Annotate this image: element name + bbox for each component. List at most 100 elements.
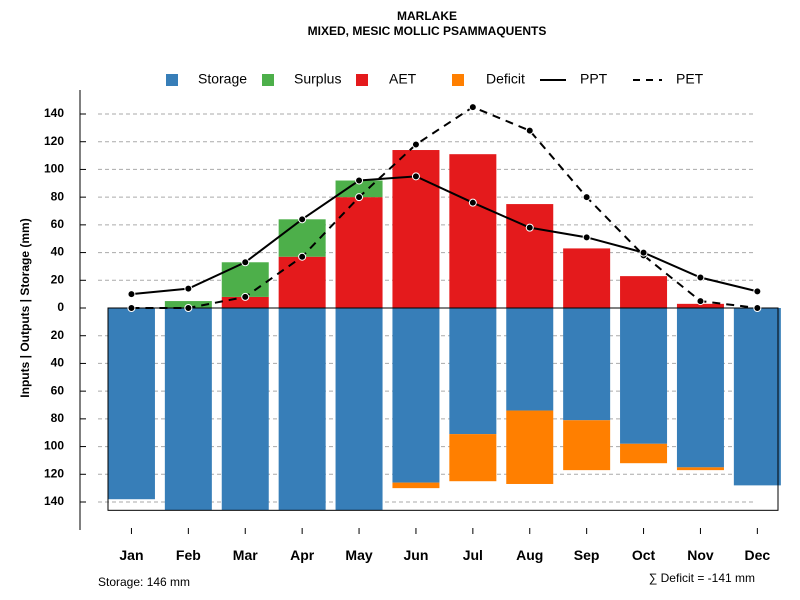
pet-point <box>127 304 136 312</box>
storage-bar-jun <box>392 308 440 483</box>
y-tick-label: 120 <box>44 466 64 480</box>
x-tick-label-feb: Feb <box>176 547 201 563</box>
pet-point <box>411 140 420 149</box>
lines <box>127 103 762 312</box>
storage-note: Storage: 146 mm <box>98 575 190 589</box>
deficit-bar-nov <box>676 467 724 471</box>
legend: Storage Surplus AET Deficit PPT PET <box>166 71 704 87</box>
aet-bar-apr <box>278 256 326 308</box>
pet-line <box>131 105 758 309</box>
y-tick-label: 140 <box>44 106 64 120</box>
y-axis: 140 120 100 80 60 40 20 0 20 40 60 80 100 120 140 <box>44 90 86 530</box>
storage-bar-jul <box>449 308 497 435</box>
x-tick-label-nov: Nov <box>687 547 714 563</box>
y-tick-label: 20 <box>51 328 65 342</box>
pet-point <box>525 126 534 135</box>
pet-point <box>696 297 705 306</box>
legend-label-ppt: PPT <box>580 71 608 87</box>
ppt-point <box>525 223 534 232</box>
x-tick-label-may: May <box>345 547 372 563</box>
deficit-bar-jul <box>449 434 497 482</box>
x-axis: Jan Feb Mar Apr May Jun Jul Aug Sep Oct Nov Dec <box>119 528 770 563</box>
legend-label-deficit: Deficit <box>486 71 525 87</box>
ppt-point <box>184 284 193 293</box>
legend-label-surplus: Surplus <box>294 71 341 87</box>
ppt-point <box>355 176 364 185</box>
y-tick-label: 40 <box>51 356 65 370</box>
legend-label-pet: PET <box>676 71 704 87</box>
x-tick-label-jun: Jun <box>404 547 429 563</box>
pet-point <box>184 304 193 312</box>
legend-label-aet: AET <box>389 71 417 87</box>
deficit-bar-oct <box>620 443 668 464</box>
legend-swatch-surplus <box>262 74 274 86</box>
surplus-bar-may <box>335 180 383 198</box>
y-tick-label: 100 <box>44 439 64 453</box>
x-tick-label-dec: Dec <box>745 547 771 563</box>
legend-swatch-storage <box>166 74 178 86</box>
storage-bar-dec <box>733 308 781 486</box>
y-tick-label: 100 <box>44 162 64 176</box>
y-axis-label: Inputs | Outputs | Storage (mm) <box>18 218 32 397</box>
y-tick-label: 40 <box>51 245 65 259</box>
ppt-point <box>298 215 307 224</box>
x-tick-label-apr: Apr <box>290 547 315 563</box>
ppt-point <box>753 287 762 296</box>
deficit-bar-aug <box>506 410 554 484</box>
surplus-bar-apr <box>278 219 326 257</box>
x-tick-label-aug: Aug <box>516 547 543 563</box>
x-tick-label-jan: Jan <box>119 547 143 563</box>
y-tick-label: 140 <box>44 494 64 508</box>
ppt-point <box>241 258 250 267</box>
x-tick-label-mar: Mar <box>233 547 258 563</box>
storage-bar-apr <box>278 308 326 511</box>
legend-label-storage: Storage <box>198 71 247 87</box>
storage-frame <box>107 307 779 511</box>
legend-swatch-deficit <box>452 74 464 86</box>
aet-bar-sep <box>563 248 611 308</box>
ppt-point <box>696 273 705 282</box>
ppt-line <box>131 175 758 296</box>
ppt-point <box>582 233 591 242</box>
y-tick-label: 0 <box>57 300 64 314</box>
storage-bar-mar <box>221 308 269 511</box>
y-tick-label: 20 <box>51 272 65 286</box>
aet-bar-mar <box>221 296 269 308</box>
x-tick-label-sep: Sep <box>574 547 600 563</box>
chart-title: MARLAKE <box>397 9 457 23</box>
pet-point <box>753 304 762 312</box>
storage-capacity-box <box>107 307 779 511</box>
legend-swatch-aet <box>356 74 368 86</box>
pet-point <box>582 193 591 202</box>
ppt-point <box>639 248 648 257</box>
deficit-bar-jun <box>392 482 440 489</box>
storage-bar-feb <box>164 308 212 511</box>
deficit-bar-sep <box>563 420 611 471</box>
x-tick-label-jul: Jul <box>463 547 483 563</box>
ppt-point <box>127 290 136 299</box>
chart-subtitle: MIXED, MESIC MOLLIC PSAMMAQUENTS <box>308 24 547 38</box>
storage-bar-nov <box>676 308 724 468</box>
bars <box>107 150 781 511</box>
y-tick-label: 60 <box>51 217 65 231</box>
pet-point <box>241 292 250 301</box>
storage-bar-may <box>335 308 383 511</box>
y-tick-label: 60 <box>51 383 65 397</box>
aet-bar-oct <box>620 276 668 308</box>
aet-bar-nov <box>676 303 724 308</box>
y-tick-label: 120 <box>44 134 64 148</box>
aet-bar-may <box>335 197 383 308</box>
storage-bar-oct <box>620 308 668 444</box>
y-tick-label: 80 <box>51 189 65 203</box>
aet-bar-jul <box>449 154 497 308</box>
surplus-bar-mar <box>221 262 269 297</box>
storage-bar-jan <box>107 308 155 500</box>
ppt-point <box>411 172 420 181</box>
pet-point <box>298 252 307 261</box>
ppt-point <box>468 198 477 207</box>
deficit-note: ∑ Deficit = -141 mm <box>649 571 755 585</box>
x-tick-label-oct: Oct <box>632 547 656 563</box>
pet-point <box>468 103 477 112</box>
pet-point <box>355 193 364 202</box>
